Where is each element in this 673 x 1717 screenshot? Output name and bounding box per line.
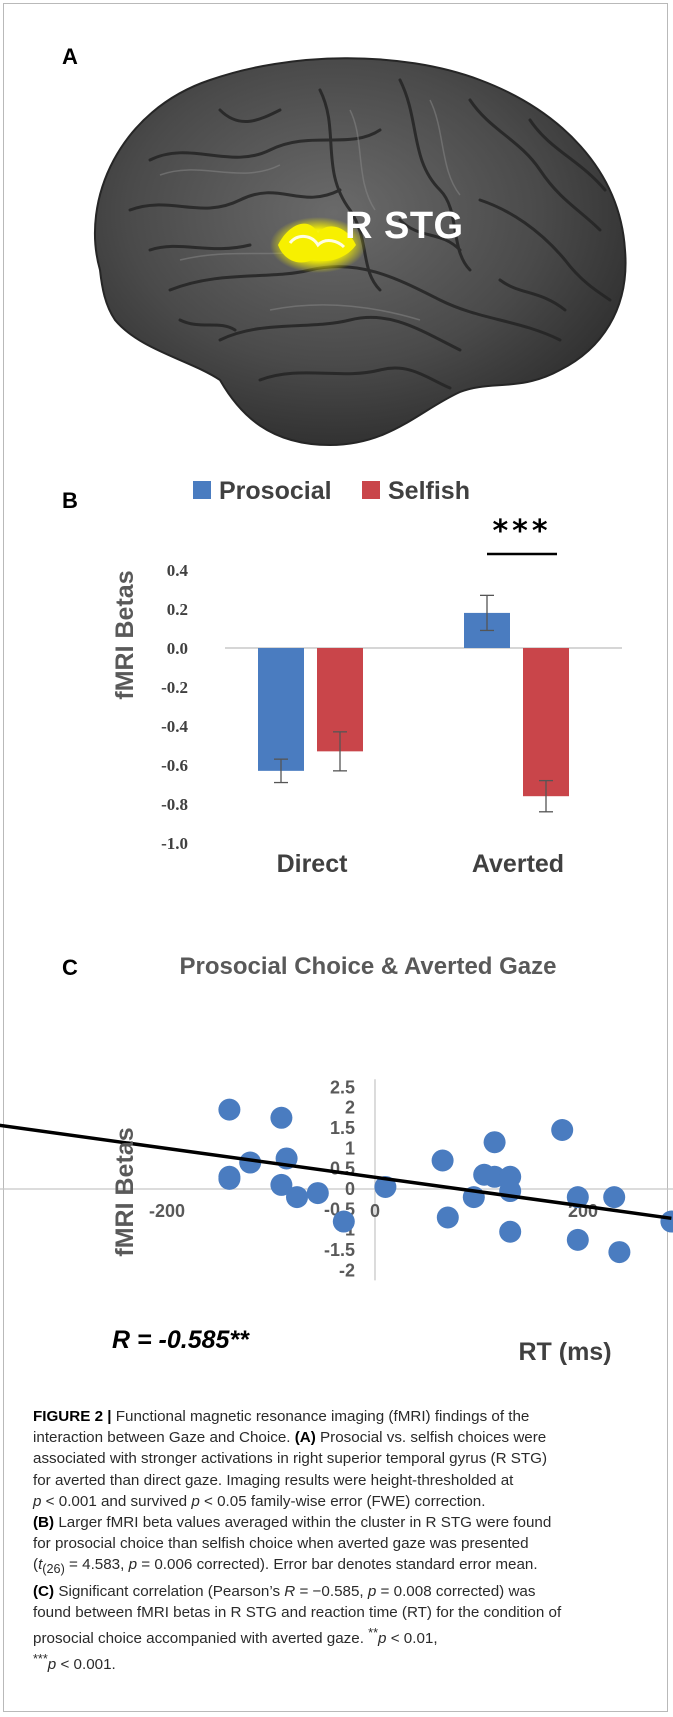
caption-line: (B) Larger fMRI beta values averaged wit… xyxy=(33,1514,552,1532)
y-tick-label: 0.4 xyxy=(167,561,189,580)
correlation-annotation: R = -0.585** xyxy=(112,1326,250,1354)
figure-caption: FIGURE 2 | Functional magnetic resonance… xyxy=(33,1406,643,1676)
bar-y-axis-label: fMRI Betas xyxy=(111,570,139,699)
y-tick-label: -0.4 xyxy=(161,717,188,736)
caption-line: p < 0.001 and survived p < 0.05 family-w… xyxy=(33,1492,486,1510)
data-point xyxy=(286,1186,308,1209)
data-point xyxy=(332,1210,355,1233)
data-point xyxy=(218,1165,241,1188)
y-tick-label: 1 xyxy=(345,1138,355,1158)
caption-line: (t(26) = 4.583, p = 0.006 corrected). Er… xyxy=(33,1556,538,1577)
caption-line: for averted than direct gaze. Imaging re… xyxy=(33,1471,514,1489)
data-point xyxy=(239,1151,262,1174)
y-tick-label: -1.0 xyxy=(161,834,188,853)
y-tick-label: 2 xyxy=(345,1098,355,1118)
bar-y-ticks: 0.4 0.2 0.0 -0.2 -0.4 -0.6 -0.8 -1.0 xyxy=(161,561,188,853)
data-point xyxy=(483,1131,506,1154)
brain-rendering xyxy=(93,57,627,447)
y-tick-label: 0 xyxy=(345,1179,355,1199)
caption-line: FIGURE 2 | Functional magnetic resonance… xyxy=(33,1408,530,1425)
brain-gyri-highlights xyxy=(159,99,461,321)
x-tick-label: 0 xyxy=(370,1201,380,1221)
data-point xyxy=(306,1182,329,1205)
y-tick-label: 1.5 xyxy=(330,1118,355,1138)
caption-line: for prosocial choice than selfish choice… xyxy=(33,1535,529,1553)
x-tick-label: -200 xyxy=(149,1201,185,1221)
panel-label-b: B xyxy=(62,488,78,513)
scatter-fit-line xyxy=(0,1123,672,1221)
roi-cluster xyxy=(270,217,366,273)
legend-swatch-selfish xyxy=(362,481,380,499)
significance-stars: *** xyxy=(492,514,551,549)
brain-sulci xyxy=(128,78,612,390)
scatter-plot: Prosocial Choice & Averted Gaze -400-200… xyxy=(0,953,673,1366)
legend-label-prosocial: Prosocial xyxy=(219,477,332,505)
data-point xyxy=(483,1165,506,1188)
bar-chart: Prosocial Selfish 0.4 0.2 0.0 -0.2 -0.4 -0.6 -0… xyxy=(111,477,622,878)
data-point xyxy=(374,1175,397,1198)
data-point xyxy=(608,1241,631,1264)
y-tick-label: -2 xyxy=(339,1260,355,1280)
scatter-ticks: -400-20002004002.521.510.50-0.5-1-1.5-2 xyxy=(149,1077,598,1280)
figure-frame xyxy=(3,3,668,1712)
scatter-title: Prosocial Choice & Averted Gaze xyxy=(179,953,556,980)
scatter-x-axis-label: RT (ms) xyxy=(518,1338,611,1366)
panel-label-c: C xyxy=(62,955,78,980)
x-category-label-averted: Averted xyxy=(472,850,564,878)
y-tick-label: -0.8 xyxy=(161,795,188,814)
y-tick-label: 2.5 xyxy=(330,1077,355,1097)
data-point xyxy=(436,1206,459,1229)
caption-line: (C) Significant correlation (Pearson’s R… xyxy=(33,1582,536,1600)
y-tick-label: 0.0 xyxy=(167,639,188,658)
bar-x-labels: Direct Averted xyxy=(277,850,565,878)
caption-line: associated with stronger activations in … xyxy=(33,1450,548,1468)
y-tick-label: 0.2 xyxy=(167,600,188,619)
y-tick-label: -0.2 xyxy=(161,678,188,697)
data-point xyxy=(603,1186,626,1209)
panel-label-a: A xyxy=(62,44,78,69)
bar-legend: Prosocial Selfish xyxy=(193,477,470,505)
regression-line xyxy=(0,1123,672,1221)
data-point xyxy=(270,1173,293,1196)
data-point xyxy=(566,1186,589,1209)
scatter-y-axis-label: fMRI Betas xyxy=(111,1127,139,1256)
x-category-label-direct: Direct xyxy=(277,850,349,878)
data-point xyxy=(551,1118,574,1141)
bar-averted-selfish xyxy=(523,648,569,797)
data-point xyxy=(218,1098,241,1121)
data-point xyxy=(566,1228,589,1251)
data-point xyxy=(431,1149,454,1172)
bar-direct-prosocial xyxy=(258,648,304,771)
caption-line: interaction between Gaze and Choice. (A)… xyxy=(33,1429,547,1447)
data-point xyxy=(660,1210,673,1233)
data-point xyxy=(499,1220,522,1243)
caption-line: prosocial choice accompanied with averte… xyxy=(33,1626,438,1648)
caption-line: found between fMRI betas in R STG and re… xyxy=(33,1603,562,1621)
bar-plot: *** xyxy=(225,514,622,813)
y-tick-label: -1.5 xyxy=(324,1240,355,1260)
caption-line: ***p < 0.001. xyxy=(33,1652,116,1674)
data-point xyxy=(270,1106,293,1129)
legend-label-selfish: Selfish xyxy=(388,477,470,505)
legend-swatch-prosocial xyxy=(193,481,211,499)
roi-label: R STG xyxy=(345,205,464,247)
y-tick-label: -0.6 xyxy=(161,756,188,775)
